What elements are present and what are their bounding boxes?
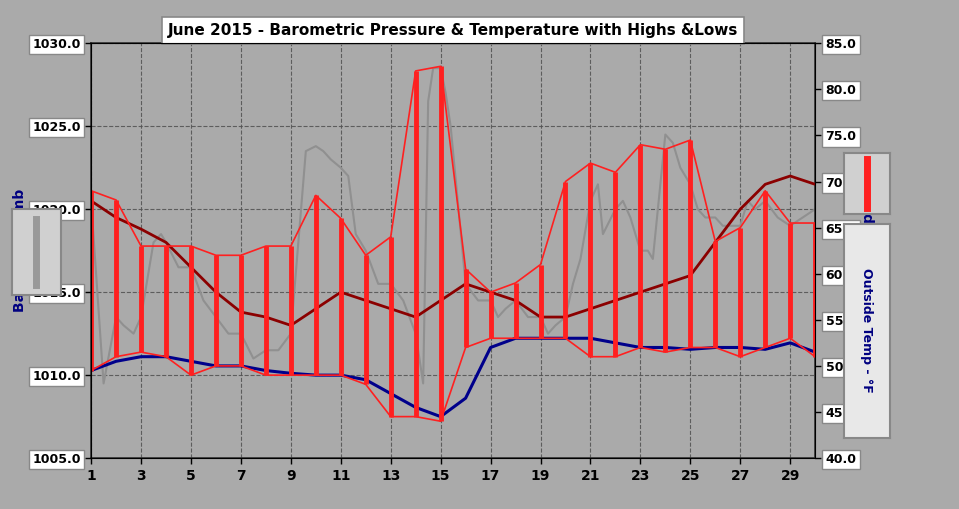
Y-axis label: Barometer - mb: Barometer - mb (12, 189, 27, 313)
Text: Outside Temp - °F: Outside Temp - °F (860, 268, 874, 393)
Title: June 2015 - Barometric Pressure & Temperature with Highs &Lows: June 2015 - Barometric Pressure & Temper… (168, 23, 738, 38)
Y-axis label: Outside Temp - °F: Outside Temp - °F (862, 181, 877, 320)
